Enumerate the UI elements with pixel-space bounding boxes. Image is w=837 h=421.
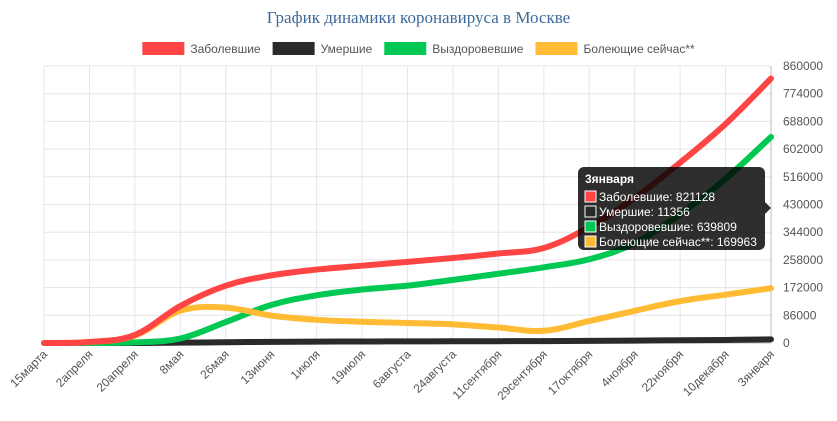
legend-item[interactable]: Выздоровевшие <box>384 42 524 56</box>
tooltip-swatch <box>584 220 597 233</box>
x-tick-label: 10декабря <box>680 347 732 399</box>
y-tick-label: 516000 <box>783 170 823 184</box>
tooltip-swatch <box>584 205 597 218</box>
y-tick-label: 430000 <box>783 198 823 212</box>
x-tick-label: 4ноября <box>598 347 641 390</box>
y-tick-label: 258000 <box>783 253 823 267</box>
legend-label: Заболевшие <box>190 42 261 56</box>
x-tick-label: 2апреля <box>53 347 96 390</box>
legend-label: Умершие <box>321 42 373 56</box>
x-tick-label: 3января <box>735 347 777 389</box>
tooltip-caret <box>765 202 771 214</box>
x-tick-label: 8мая <box>157 347 187 377</box>
legend-item[interactable]: Заболевшие <box>142 42 261 56</box>
legend-item[interactable]: Болеющие сейчас** <box>535 42 695 56</box>
x-tick-label: 13июня <box>238 347 278 387</box>
x-tick-label: 1июля <box>288 347 323 382</box>
y-tick-label: 86000 <box>783 308 817 322</box>
legend-label: Выздоровевшие <box>432 42 524 56</box>
tooltip-swatch <box>584 235 597 248</box>
tooltip-line: Умершие: 11356 <box>599 205 690 219</box>
x-tick-label: 26мая <box>197 347 231 381</box>
y-tick-label: 860000 <box>783 59 823 73</box>
y-tick-label: 172000 <box>783 281 823 295</box>
x-tick-label: 20апреля <box>94 347 141 394</box>
x-tick-label: 6августа <box>370 347 414 391</box>
legend-item[interactable]: Умершие <box>272 42 373 56</box>
y-tick-label: 344000 <box>783 225 823 239</box>
legend-swatch <box>384 42 427 55</box>
x-tick-label: 17октября <box>545 347 595 397</box>
tooltip-line: Выздоровевшие: 639809 <box>599 220 737 234</box>
tooltip-line: Болеющие сейчас**: 169963 <box>599 235 757 249</box>
x-tick-label: 19июля <box>328 347 368 387</box>
legend-label: Болеющие сейчас** <box>583 42 695 56</box>
legend: Заболевшие Умершие Выздоровевшие Болеющие с… <box>142 42 695 56</box>
x-tick-label: 22ноября <box>639 347 686 394</box>
tooltip-box <box>578 167 765 250</box>
legend-swatch <box>142 42 185 55</box>
tooltip-title: 3января <box>585 172 634 186</box>
legend-swatch <box>535 42 578 55</box>
y-tick-label: 688000 <box>783 114 823 128</box>
y-tick-label: 602000 <box>783 142 823 156</box>
x-tick-label: 15марта <box>7 347 50 390</box>
y-tick-label: 774000 <box>783 87 823 101</box>
tooltip-swatch <box>584 190 597 203</box>
y-tick-label: 0 <box>783 336 790 350</box>
legend-swatch <box>272 42 315 55</box>
chart-title: График динамики коронавируса в Москве <box>266 8 571 27</box>
tooltip-line: Заболевшие: 821128 <box>599 190 715 204</box>
